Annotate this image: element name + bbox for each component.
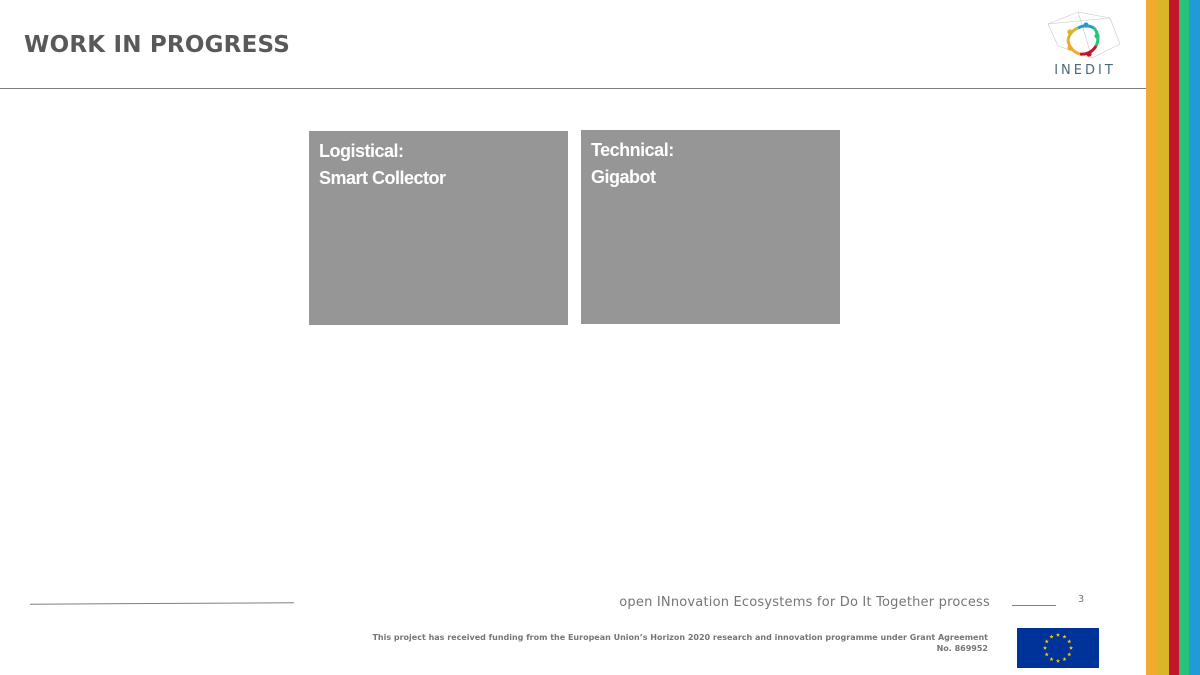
eu-star-icon: [1062, 657, 1067, 662]
eu-star-icon: [1067, 652, 1072, 657]
eu-star-icon: [1068, 645, 1074, 650]
inedit-logo-icon: [1047, 11, 1121, 59]
brand-stripe: [1179, 0, 1189, 675]
funding-statement: This project has received funding from t…: [372, 633, 988, 653]
brand-stripe: [1189, 0, 1200, 675]
page-number: 3: [1077, 594, 1085, 605]
eu-star-icon: [1055, 632, 1061, 637]
card-subtitle: Smart Collector: [319, 168, 446, 188]
footer-tagline: open INnovation Ecosystems for Do It Tog…: [619, 595, 990, 610]
logo-wordmark: INEDIT: [1054, 63, 1116, 78]
eu-star-icon: [1062, 634, 1067, 639]
technical-card: Technical: Gigabot: [581, 130, 840, 324]
footer-left-divider: [29, 602, 295, 605]
footer-right-divider: [1012, 605, 1056, 606]
eu-star-icon: [1044, 652, 1049, 657]
logistical-card: Logistical: Smart Collector: [309, 131, 568, 325]
page-title: WORK IN PROGRESS: [24, 32, 290, 58]
eu-flag-icon: [1017, 628, 1099, 668]
header-divider: [0, 88, 1146, 89]
brand-stripe: [1157, 0, 1169, 675]
card-heading: Logistical:: [319, 141, 404, 161]
eu-star-icon: [1067, 639, 1072, 644]
eu-star-icon: [1049, 657, 1054, 662]
inedit-logo: INEDIT: [1040, 10, 1130, 82]
eu-star-icon: [1042, 645, 1048, 650]
card-heading: Technical:: [591, 140, 674, 160]
eu-star-icon: [1049, 634, 1054, 639]
card-subtitle: Gigabot: [591, 167, 656, 187]
brand-stripe: [1146, 0, 1157, 675]
eu-star-icon: [1044, 639, 1049, 644]
brand-stripe: [1169, 0, 1179, 675]
brand-stripes: [1146, 0, 1200, 675]
eu-star-icon: [1055, 658, 1061, 663]
